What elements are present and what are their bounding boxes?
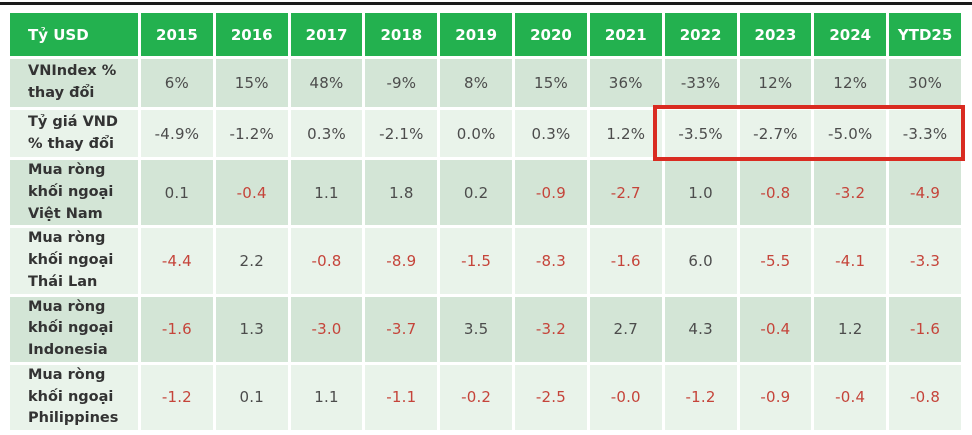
cell-value: -2.1% [365,110,438,157]
row-label: VNIndex % thay đổi [10,59,138,107]
cell-value: -0.9 [739,364,812,430]
table-row: VNIndex % thay đổi 6% 15% 48% -9% 8% 15% 36% -33… [10,59,961,107]
cell-value: -0.8 [290,228,363,294]
cell-value: 0.1 [215,364,288,430]
cell-value: -8.3 [515,228,587,294]
cell-value: -5.0% [814,110,887,157]
cell-value: -4.1 [814,228,887,294]
cell-value: 1.3 [215,296,288,362]
cell-value: -1.2 [141,364,213,430]
cell-value: -3.3 [889,228,961,294]
cell-value: -0.4 [215,160,288,226]
table-row: Tỷ giá VND % thay đổi -4.9% -1.2% 0.3% -2.1%… [10,110,961,157]
year-header: 2022 [664,13,737,56]
cell-value: -1.2% [215,110,288,157]
cell-value: -0.2 [440,364,513,430]
year-header: YTD25 [889,13,961,56]
cell-value: -1.6 [589,228,662,294]
cell-value: -1.1 [365,364,438,430]
cell-value: 6% [141,59,213,107]
table-row: Mua ròng khối ngoại Indonesia -1.6 1.3 -3.0… [10,296,961,362]
unit-header: Tỷ USD [10,13,138,56]
cell-value: 15% [215,59,288,107]
cell-value: -0.4 [739,296,812,362]
row-label: Tỷ giá VND % thay đổi [10,110,138,157]
cell-value: -0.0 [589,364,662,430]
table-row: Mua ròng khối ngoại Thái Lan -4.4 2.2 -0.8-… [10,228,961,294]
cell-value: -0.9 [515,160,587,226]
header-row: Tỷ USD 2015 2016 2017 2018 2019 2020 2021 2022 20… [10,13,961,56]
cell-value: 0.3% [290,110,363,157]
cell-value: 1.2% [589,110,662,157]
cell-value: -1.5 [440,228,513,294]
cell-value: -0.8 [739,160,812,226]
cell-value: 12% [814,59,887,107]
cell-value: -1.6 [889,296,961,362]
cell-value: -2.7 [589,160,662,226]
year-header: 2020 [515,13,587,56]
cell-value: 6.0 [664,228,737,294]
market-stats-table: Tỷ USD 2015 2016 2017 2018 2019 2020 2021 2022 20… [7,10,964,433]
cell-value: -5.5 [739,228,812,294]
cell-value: -9% [365,59,438,107]
row-label: Mua ròng khối ngoại Việt Nam [10,160,138,226]
year-header: 2018 [365,13,438,56]
cell-value: -3.7 [365,296,438,362]
cell-value: 0.2 [440,160,513,226]
cell-value: 1.1 [290,160,363,226]
cell-value: 2.7 [589,296,662,362]
year-header: 2023 [739,13,812,56]
cell-value: -4.4 [141,228,213,294]
cell-value: -0.8 [889,364,961,430]
cell-value: -1.6 [141,296,213,362]
table-row: Mua ròng khối ngoại Philippines -1.2 0.1 1.… [10,364,961,430]
cell-value: -4.9 [889,160,961,226]
cell-value: -3.2 [515,296,587,362]
cell-value: 1.1 [290,364,363,430]
cell-value: 1.0 [664,160,737,226]
cell-value: 36% [589,59,662,107]
market-stats-table-wrap: Tỷ USD 2015 2016 2017 2018 2019 2020 2021 2022 20… [7,10,965,433]
cell-value: -3.2 [814,160,887,226]
year-header: 2017 [290,13,363,56]
cell-value: -2.5 [515,364,587,430]
row-label: Mua ròng khối ngoại Indonesia [10,296,138,362]
cell-value: 0.1 [141,160,213,226]
cell-value: -3.3% [889,110,961,157]
cell-value: 2.2 [215,228,288,294]
cell-value: 3.5 [440,296,513,362]
cell-value: -0.4 [814,364,887,430]
year-header: 2021 [589,13,662,56]
cell-value: -2.7% [739,110,812,157]
year-header: 2016 [215,13,288,56]
cell-value: -4.9% [141,110,213,157]
row-label: Mua ròng khối ngoại Philippines [10,364,138,430]
cell-value: -33% [664,59,737,107]
year-header: 2024 [814,13,887,56]
cell-value: -3.5% [664,110,737,157]
cell-value: 4.3 [664,296,737,362]
cell-value: 1.8 [365,160,438,226]
cell-value: 0.3% [515,110,587,157]
table-row: Mua ròng khối ngoại Việt Nam 0.1 -0.4 1.1 1.… [10,160,961,226]
year-header: 2019 [440,13,513,56]
row-label: Mua ròng khối ngoại Thái Lan [10,228,138,294]
cell-value: 1.2 [814,296,887,362]
cell-value: 8% [440,59,513,107]
cell-value: 15% [515,59,587,107]
cell-value: 12% [739,59,812,107]
cell-value: 30% [889,59,961,107]
year-header: 2015 [141,13,213,56]
cell-value: -1.2 [664,364,737,430]
top-divider [0,2,972,5]
cell-value: -3.0 [290,296,363,362]
cell-value: -8.9 [365,228,438,294]
cell-value: 0.0% [440,110,513,157]
cell-value: 48% [290,59,363,107]
